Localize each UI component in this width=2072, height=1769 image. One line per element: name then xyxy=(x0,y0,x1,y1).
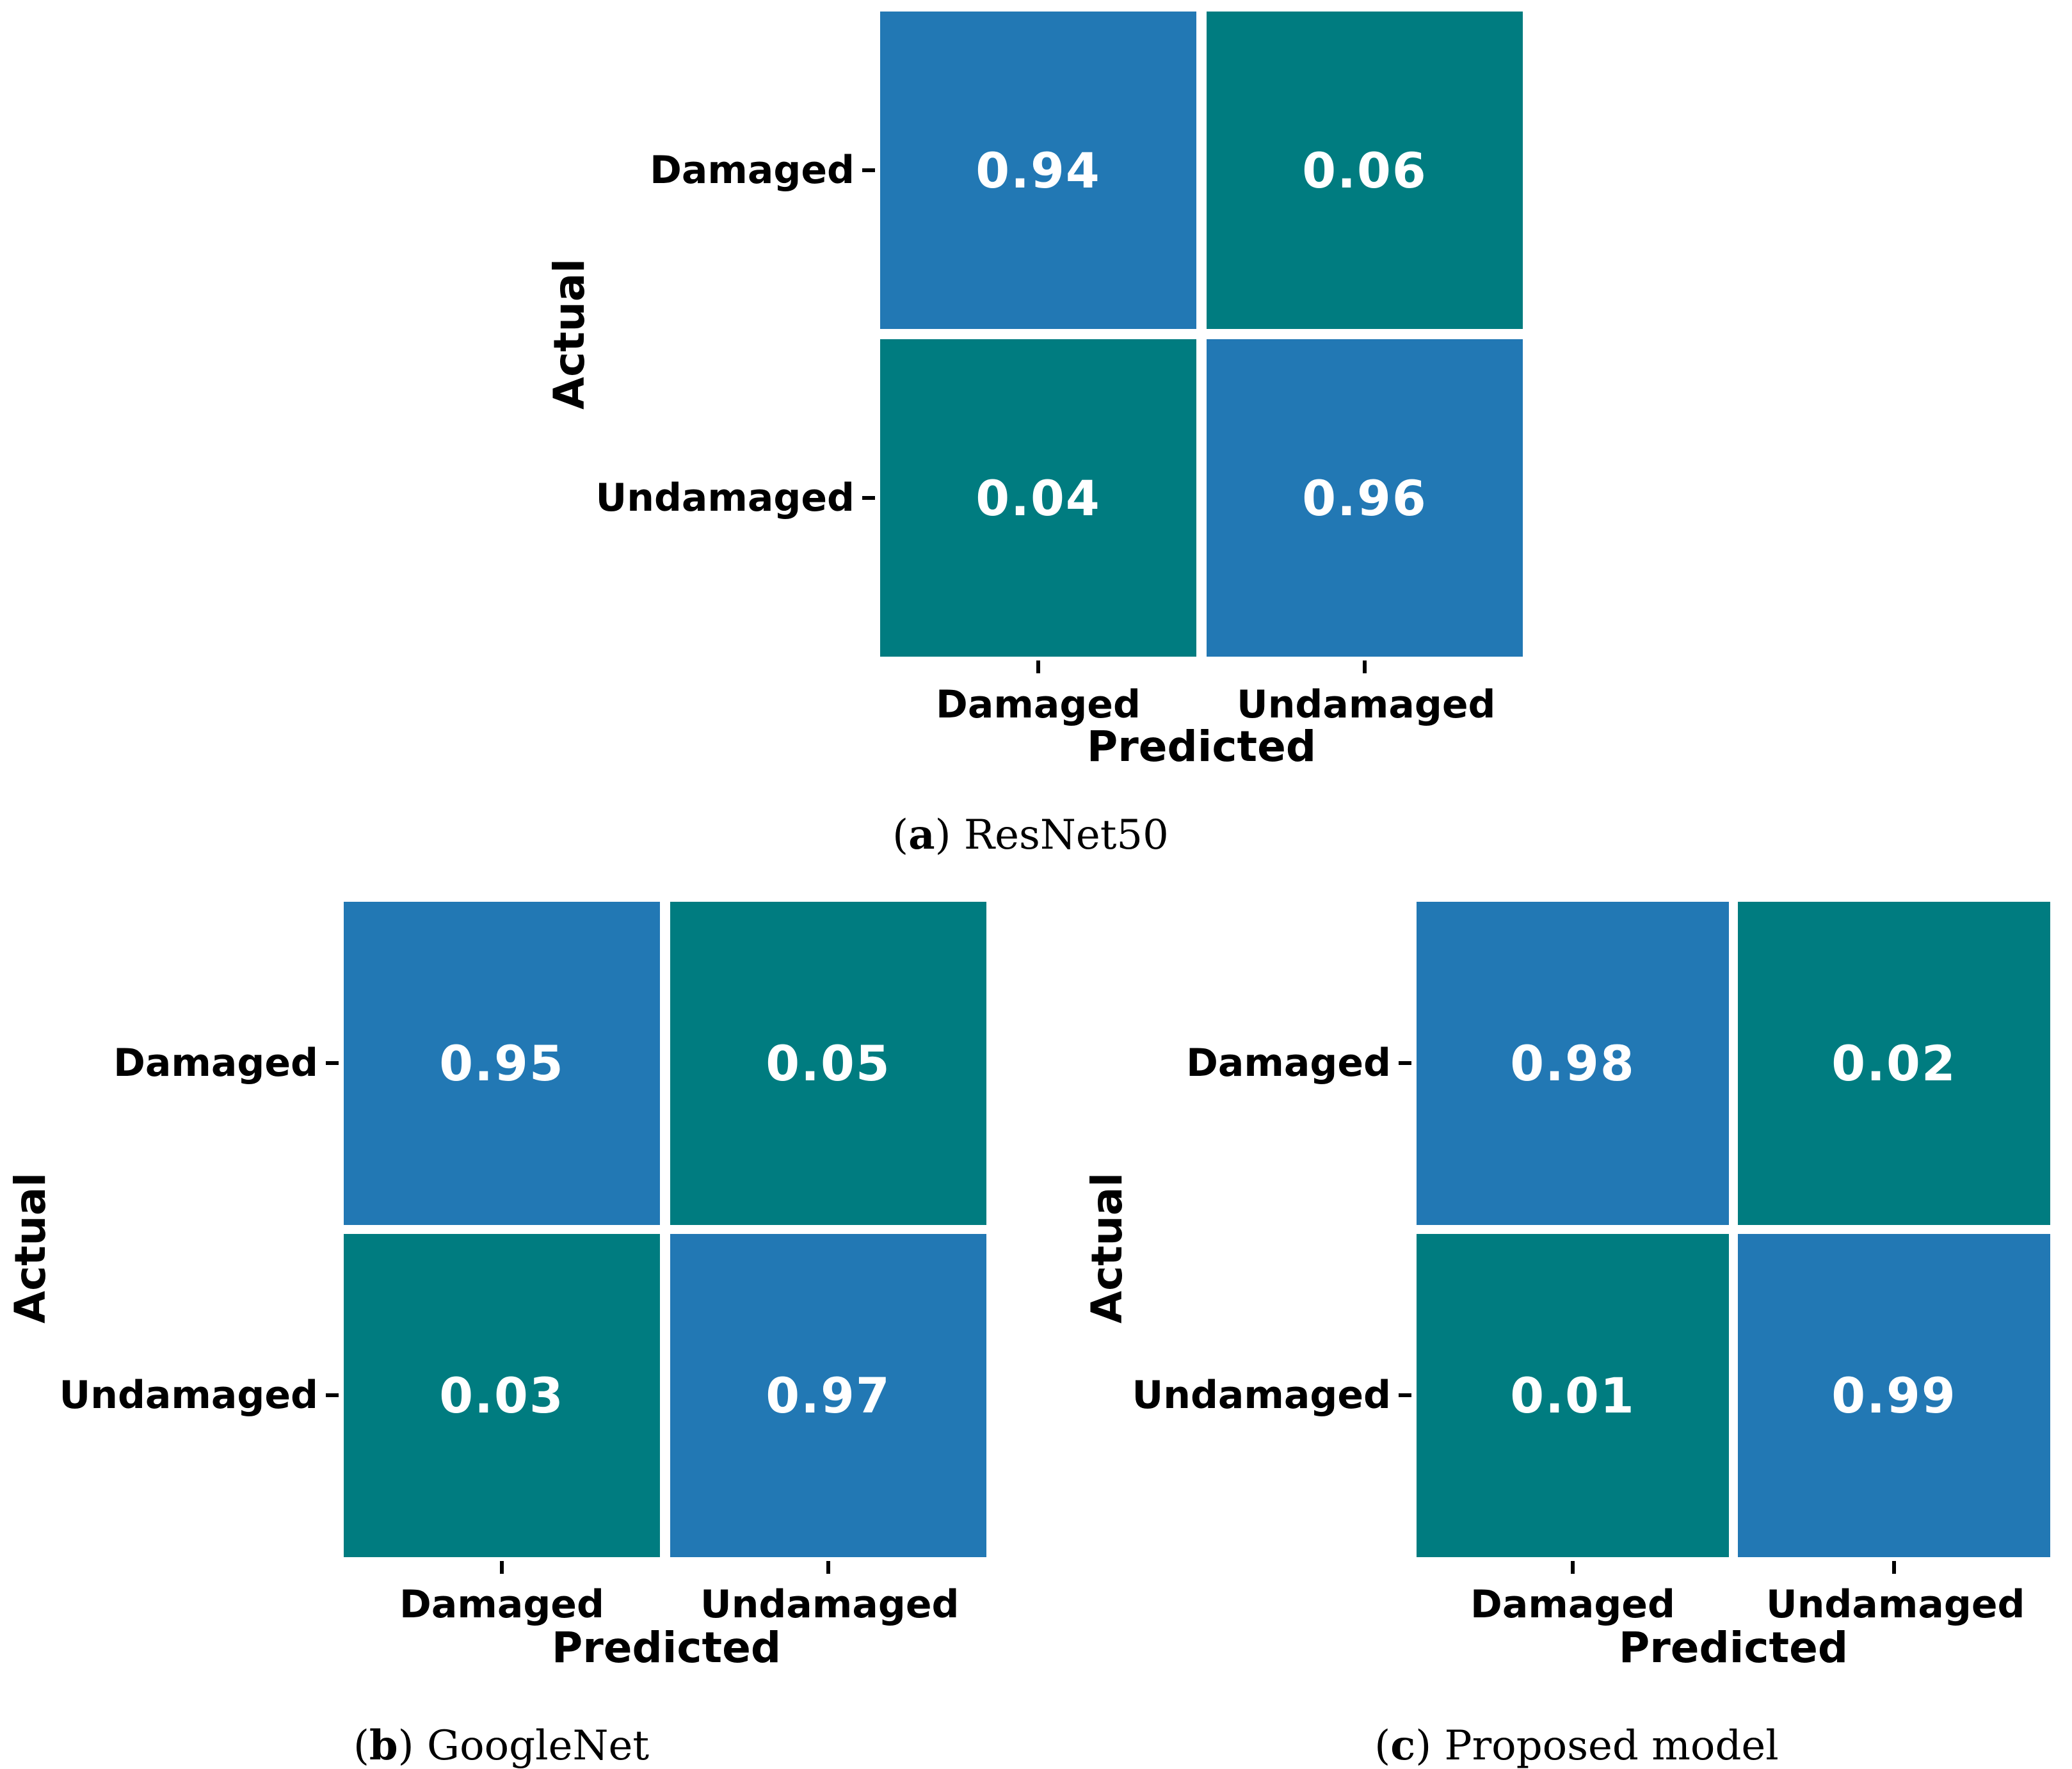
caption-title: ResNet50 xyxy=(963,812,1169,859)
matrix-c-cell-r0c0: 0.98 xyxy=(1417,902,1729,1225)
x-axis-label-predicted: Predicted xyxy=(551,1623,782,1672)
y-tick-label-damaged: Damaged xyxy=(1186,1041,1391,1085)
subfigure-a-resnet50: 0.94 0.06 0.04 0.96 Damaged Undamaged Ac… xyxy=(531,0,1530,896)
subfigure-caption-b: (b) GoogleNet xyxy=(213,1718,789,1769)
matrix-b-cell-r1c0: 0.03 xyxy=(344,1234,660,1557)
matrix-b-cell-r1c1: 0.97 xyxy=(670,1234,986,1557)
matrix-c-cell-r1c1: 0.99 xyxy=(1738,1234,2050,1557)
matrix-b-cell-r0c1: 0.05 xyxy=(670,902,986,1225)
y-tick-mark xyxy=(326,1393,339,1397)
y-tick-mark xyxy=(862,168,875,172)
y-tick-mark xyxy=(862,496,875,500)
x-tick-mark xyxy=(1363,660,1367,673)
caption-paren-close: ) xyxy=(398,1722,427,1769)
caption-title: GoogleNet xyxy=(426,1722,650,1769)
caption-letter: c xyxy=(1390,1722,1416,1769)
matrix-a-cell-r1c0: 0.04 xyxy=(880,339,1196,657)
matrix-a-cell-r0c1: 0.06 xyxy=(1207,12,1523,329)
y-tick-mark xyxy=(326,1061,339,1065)
y-tick-label-undamaged: Undamaged xyxy=(595,476,855,520)
y-axis-label-actual: Actual xyxy=(1082,1173,1132,1324)
y-axis-label-actual: Actual xyxy=(545,259,594,410)
x-tick-label-damaged: Damaged xyxy=(1470,1582,1675,1627)
caption-paren-open: ( xyxy=(892,812,909,859)
y-tick-label-undamaged: Undamaged xyxy=(59,1373,318,1418)
caption-letter: b xyxy=(369,1722,398,1769)
subfigure-c-proposed-model: 0.98 0.02 0.01 0.99 Damaged Undamaged Ac… xyxy=(1037,890,2072,1769)
matrix-a-cell-r0c0: 0.94 xyxy=(880,12,1196,329)
matrix-a-cell-r1c1: 0.96 xyxy=(1207,339,1523,657)
x-tick-mark xyxy=(1036,660,1040,673)
subfigure-caption-c: (c) Proposed model xyxy=(1289,1718,1865,1769)
subfigure-b-googlenet: 0.95 0.05 0.03 0.97 Damaged Undamaged Ac… xyxy=(0,890,1037,1769)
caption-paren-open: ( xyxy=(353,1722,369,1769)
caption-title: Proposed model xyxy=(1444,1722,1779,1769)
x-axis-label-predicted: Predicted xyxy=(1618,1623,1849,1672)
matrix-c-cell-r1c0: 0.01 xyxy=(1417,1234,1729,1557)
caption-letter: a xyxy=(908,811,935,859)
x-tick-mark xyxy=(826,1561,830,1574)
caption-paren-open: ( xyxy=(1374,1722,1391,1769)
x-tick-mark xyxy=(1892,1561,1896,1574)
x-axis-label-predicted: Predicted xyxy=(1086,722,1317,771)
x-tick-label-damaged: Damaged xyxy=(399,1582,604,1627)
subfigure-caption-a: (a) ResNet50 xyxy=(743,808,1319,863)
x-tick-label-damaged: Damaged xyxy=(936,682,1141,727)
x-tick-label-undamaged: Undamaged xyxy=(700,1582,960,1627)
y-tick-mark xyxy=(1399,1061,1411,1065)
y-tick-mark xyxy=(1399,1393,1411,1397)
x-tick-mark xyxy=(500,1561,504,1574)
y-tick-label-damaged: Damaged xyxy=(113,1041,318,1085)
matrix-b-cell-r0c0: 0.95 xyxy=(344,902,660,1225)
y-tick-label-damaged: Damaged xyxy=(650,148,855,193)
x-tick-label-undamaged: Undamaged xyxy=(1237,682,1496,727)
y-tick-label-undamaged: Undamaged xyxy=(1132,1373,1391,1418)
matrix-c-cell-r0c1: 0.02 xyxy=(1738,902,2050,1225)
caption-paren-close: ) xyxy=(935,812,964,859)
x-tick-label-undamaged: Undamaged xyxy=(1766,1582,2025,1627)
y-axis-label-actual: Actual xyxy=(6,1173,55,1324)
x-tick-mark xyxy=(1571,1561,1575,1574)
caption-paren-close: ) xyxy=(1415,1722,1445,1769)
